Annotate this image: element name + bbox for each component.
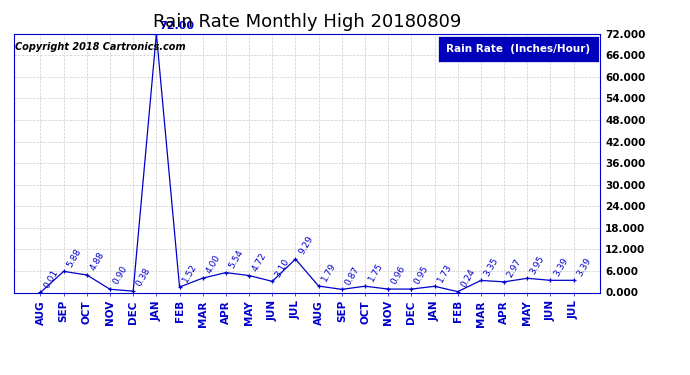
Text: 3.39: 3.39 [575,256,593,278]
Text: 72.00: 72.00 [159,21,194,31]
Text: 1.52: 1.52 [181,262,199,284]
Text: 0.87: 0.87 [343,265,361,286]
Text: Copyright 2018 Cartronics.com: Copyright 2018 Cartronics.com [15,42,186,51]
Text: 1.75: 1.75 [366,261,384,284]
Title: Rain Rate Monthly High 20180809: Rain Rate Monthly High 20180809 [153,13,461,31]
Text: 3.35: 3.35 [482,256,500,278]
Text: 1.79: 1.79 [320,261,338,283]
Text: 4.00: 4.00 [204,254,222,275]
FancyBboxPatch shape [438,36,599,62]
Text: 0.24: 0.24 [459,267,477,289]
Text: 5.88: 5.88 [65,247,83,268]
Text: 0.01: 0.01 [42,268,60,290]
Text: 0.38: 0.38 [135,266,152,288]
Text: 9.29: 9.29 [297,234,315,256]
Text: 5.54: 5.54 [227,248,245,270]
Text: 4.88: 4.88 [88,251,106,272]
Text: 0.95: 0.95 [413,264,431,286]
Text: 0.96: 0.96 [390,264,407,286]
Text: 2.97: 2.97 [506,257,523,279]
Text: 0.90: 0.90 [111,264,129,286]
Text: Rain Rate  (Inches/Hour): Rain Rate (Inches/Hour) [446,44,591,54]
Text: 1.73: 1.73 [436,262,454,284]
Text: 3.10: 3.10 [274,256,291,279]
Text: 3.95: 3.95 [529,254,546,276]
Text: 3.39: 3.39 [552,256,570,278]
Text: 4.72: 4.72 [250,251,268,273]
